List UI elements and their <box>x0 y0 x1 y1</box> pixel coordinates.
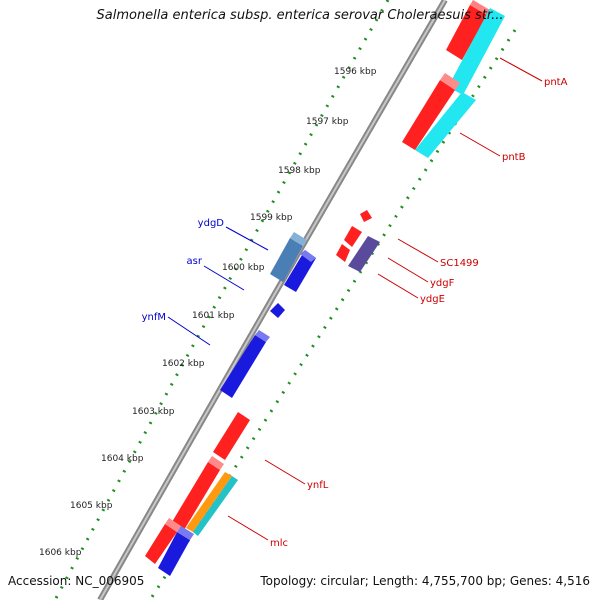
leader-line <box>203 265 245 291</box>
gene-label[interactable]: ydgF <box>430 278 455 289</box>
leader-line <box>264 459 306 485</box>
kbp-tick-label: 1598 kbp <box>278 166 321 176</box>
gene-feature[interactable] <box>415 92 476 158</box>
leader-line <box>167 316 211 346</box>
gene-feature[interactable] <box>348 236 380 272</box>
gene-label[interactable]: pntA <box>544 77 568 88</box>
leader-line <box>377 273 419 299</box>
gene-feature[interactable] <box>402 80 455 150</box>
kbp-tick-label: 1600 kbp <box>222 263 265 273</box>
inner-tick-ring <box>148 29 517 601</box>
kbp-tick-label: 1596 kbp <box>334 67 377 77</box>
gene-label[interactable]: ynfM <box>142 312 166 323</box>
gene-feature[interactable] <box>145 524 177 564</box>
gene-label[interactable]: ynfL <box>307 480 329 491</box>
gene-feature[interactable] <box>360 210 372 222</box>
kbp-tick-label: 1597 kbp <box>306 117 349 127</box>
leader-line <box>459 132 501 157</box>
gene-label[interactable]: SC1499 <box>440 258 479 269</box>
gene-feature[interactable] <box>336 244 350 262</box>
gene-label[interactable]: ydgD <box>198 218 225 229</box>
kbp-tick-label: 1599 kbp <box>250 213 293 223</box>
leader-line <box>499 57 543 82</box>
gene-feature[interactable] <box>284 250 316 292</box>
gene-label[interactable]: mlc <box>270 538 288 549</box>
kbp-tick-label: 1603 kbp <box>132 407 175 417</box>
kbp-tick-label: 1601 kbp <box>192 311 235 321</box>
gene-feature[interactable] <box>213 412 250 460</box>
gene-feature[interactable] <box>158 532 190 576</box>
gene-feature[interactable] <box>220 335 266 398</box>
kbp-tick-label: 1606 kbp <box>39 548 82 558</box>
leader-line <box>397 238 439 263</box>
page-title: Salmonella enterica subsp. enterica sero… <box>96 8 504 23</box>
summary-text: Topology: circular; Length: 4,755,700 bp… <box>260 574 590 588</box>
gene-label[interactable]: asr <box>187 256 203 267</box>
gene-label[interactable]: ydgE <box>420 294 445 305</box>
gene-feature[interactable] <box>172 462 220 530</box>
kbp-tick-label: 1602 kbp <box>162 359 205 369</box>
reverse-strand-features <box>145 0 505 564</box>
gene-feature[interactable] <box>186 472 232 532</box>
leader-line <box>387 257 429 283</box>
gene-feature[interactable] <box>446 5 487 60</box>
leader-line <box>227 515 269 541</box>
kbp-tick-label: 1605 kbp <box>70 501 113 511</box>
gene-feature[interactable] <box>344 226 362 247</box>
accession-text: Accession: NC_006905 <box>8 574 145 588</box>
gene-feature[interactable] <box>448 8 505 95</box>
forward-strand-features <box>158 232 316 576</box>
kbp-tick-label: 1604 kbp <box>101 454 144 464</box>
gene-feature[interactable] <box>193 476 238 536</box>
gene-feature[interactable] <box>270 303 285 318</box>
leader-line <box>225 226 269 251</box>
gene-feature[interactable] <box>270 238 303 282</box>
gene-label[interactable]: pntB <box>502 152 526 163</box>
